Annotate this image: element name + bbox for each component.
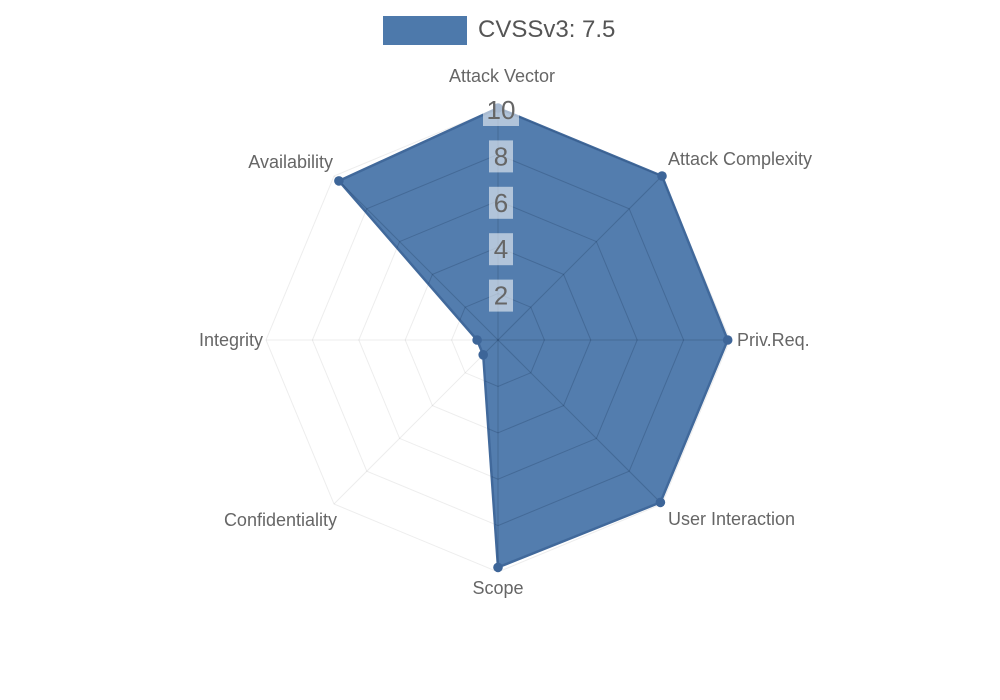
radar-point-availability[interactable]: [334, 176, 344, 186]
radar-point-confidentiality[interactable]: [478, 350, 489, 360]
radar-series-area: [337, 106, 729, 569]
tick-backdrop: [489, 186, 513, 219]
axis-label-user-interaction: User Interaction: [668, 509, 795, 529]
radar-point-attack-complexity[interactable]: [657, 171, 667, 181]
radar-point-user-interaction[interactable]: [655, 497, 666, 508]
radar-point-integrity[interactable]: [472, 335, 482, 345]
axis-label-priv-req: Priv.Req.: [737, 330, 810, 350]
axis-label-integrity: Integrity: [199, 330, 263, 350]
axis-label-attack-complexity: Attack Complexity: [668, 149, 812, 169]
tick-label-8: 8: [494, 141, 508, 171]
tick-label-2: 2: [494, 281, 508, 311]
tick-backdrop: [483, 94, 519, 126]
tick-backdrop: [489, 233, 513, 266]
legend-label: CVSSv3: 7.5: [478, 16, 616, 43]
radar-point-priv-req[interactable]: [722, 335, 733, 345]
tick-label-10: 10: [487, 95, 516, 125]
chart-legend-item[interactable]: CVSSv3: 7.5: [383, 15, 615, 45]
axis-label-attack-vector: Attack Vector: [449, 66, 555, 86]
tick-label-4: 4: [494, 234, 508, 264]
tick-backdrop: [489, 279, 513, 312]
tick-backdrop: [489, 140, 513, 173]
axis-label-confidentiality: Confidentiality: [224, 510, 337, 530]
tick-label-6: 6: [494, 188, 508, 218]
axis-label-availability: Availability: [248, 152, 333, 172]
axis-label-scope: Scope: [472, 578, 523, 598]
legend-swatch: [383, 15, 467, 45]
radar-point-scope[interactable]: [493, 562, 503, 573]
